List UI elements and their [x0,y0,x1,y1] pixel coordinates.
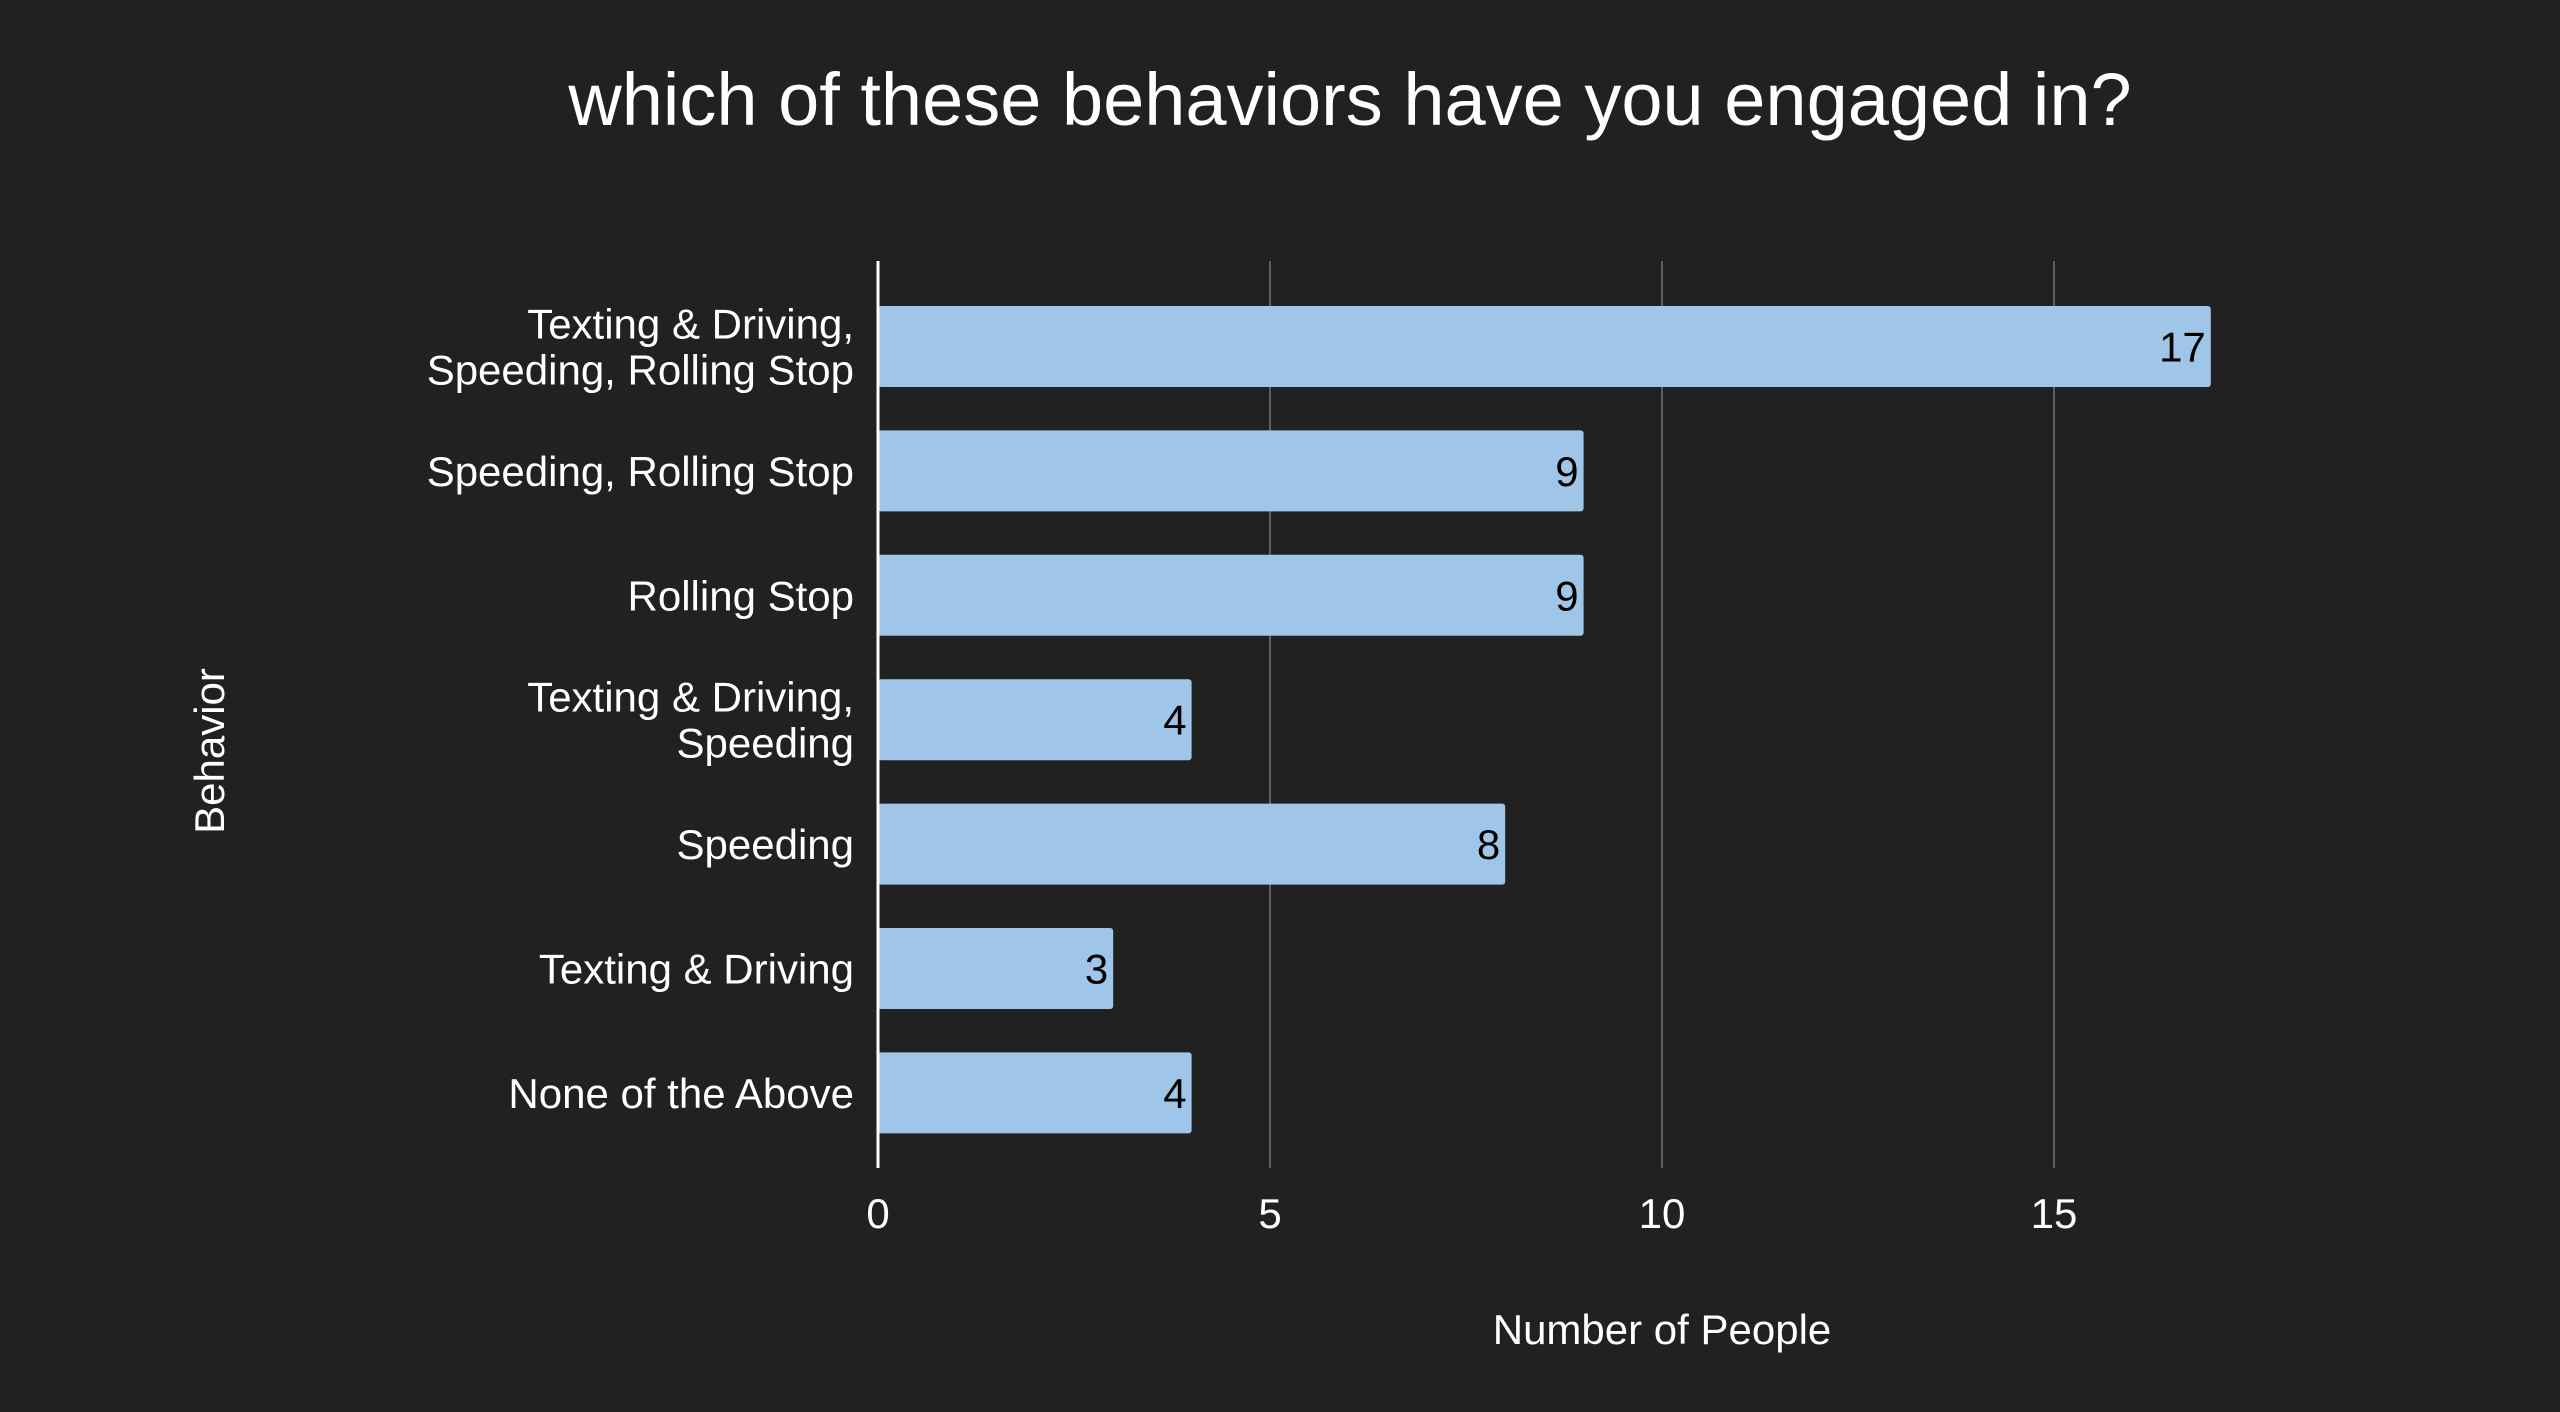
bar-value-label: 17 [2159,324,2206,371]
bar-value-label: 9 [1555,448,1578,495]
bar-value-label: 4 [1163,1070,1186,1117]
bar [878,306,2211,387]
bar-value-label: 9 [1555,572,1578,619]
x-tick-label: 10 [1639,1190,1686,1237]
bar [878,430,1584,512]
bar [878,679,1192,761]
x-axis-label: Number of People [1493,1306,1832,1353]
chart-title: which of these behaviors have you engage… [567,58,2131,141]
bar [878,928,1114,1009]
bar [878,803,1506,885]
bar-value-label: 8 [1477,821,1500,868]
category-label: Texting & Driving [539,946,854,993]
bar-value-label: 4 [1163,697,1186,744]
y-axis-label: Behavior [186,668,233,834]
x-tick-label: 5 [1258,1190,1281,1237]
bar [878,1052,1192,1134]
category-label: Texting & Driving, [527,674,854,721]
bar [878,554,1584,636]
bar-value-label: 3 [1085,946,1108,993]
x-tick-label: 15 [2031,1190,2078,1237]
category-label: Speeding, Rolling Stop [427,448,854,495]
category-label: Texting & Driving, [527,301,854,348]
category-label: None of the Above [508,1070,854,1117]
category-label: Speeding, Rolling Stop [427,347,854,394]
category-label: Speeding [677,821,855,868]
category-label: Speeding [677,720,855,767]
x-tick-label: 0 [866,1190,889,1237]
category-label: Rolling Stop [628,572,854,619]
